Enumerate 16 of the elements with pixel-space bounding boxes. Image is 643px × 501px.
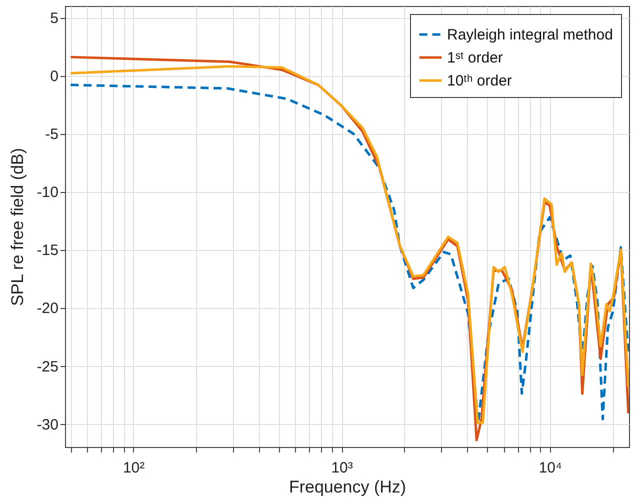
y-axis-title: SPL re free field (dB) <box>8 148 27 306</box>
y-tick-label: 5 <box>50 10 58 28</box>
legend-label: Rayleigh integral method <box>447 26 613 44</box>
y-tick-label: -5 <box>45 126 58 144</box>
y-tick-label: -10 <box>36 184 58 202</box>
x-axis-title: Frequency (Hz) <box>288 478 406 496</box>
legend-label: 1ˢᵗ order <box>447 50 503 66</box>
y-tick-label: -15 <box>36 242 58 260</box>
y-tick-label: -30 <box>36 416 58 434</box>
x-tick-label: 10³ <box>331 460 353 476</box>
x-tick-label: 10⁴ <box>538 460 562 476</box>
y-tick-label: 0 <box>50 68 58 86</box>
y-tick-label: -25 <box>36 358 58 376</box>
y-tick-label: -20 <box>36 300 58 318</box>
legend-label: 10ᵗʰ order <box>447 72 512 90</box>
x-tick-label: 10² <box>122 460 145 476</box>
